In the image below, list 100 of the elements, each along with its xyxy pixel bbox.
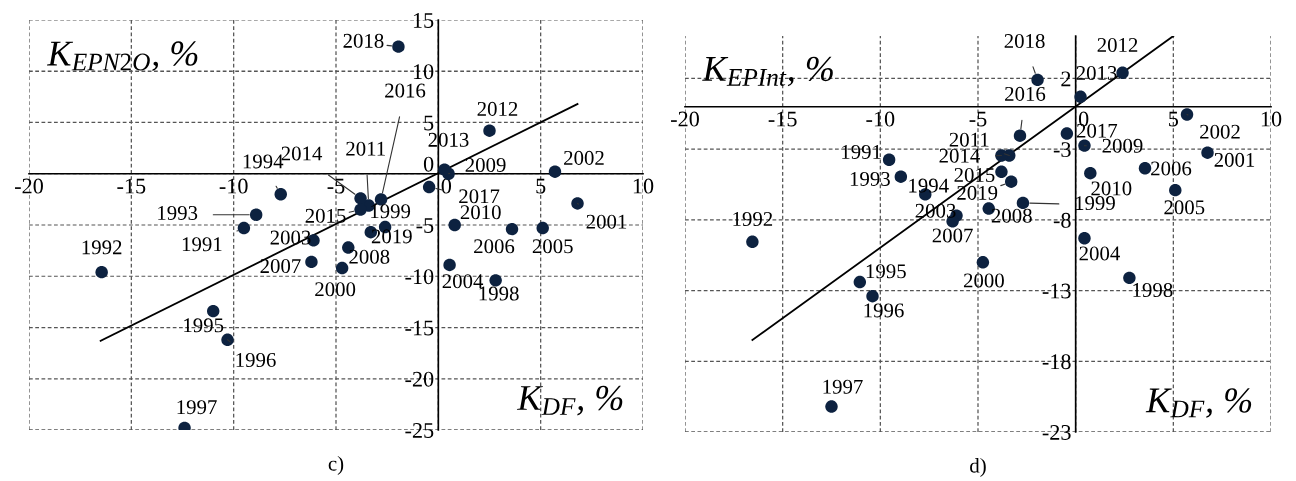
annotation: 1996 <box>236 353 276 368</box>
y-tick-label: -13 <box>1042 283 1071 299</box>
annotation: 1997 <box>823 379 863 394</box>
point <box>483 124 496 137</box>
annotation: 2002 <box>1200 124 1240 139</box>
x-axis-title: K$_{DF}$, % <box>1145 388 1252 418</box>
y-tick-label: 15 <box>413 13 434 28</box>
point <box>1013 129 1027 142</box>
annotation: 1994 <box>909 178 949 193</box>
annotation: 1999 <box>371 204 411 219</box>
annotation: 1991 <box>182 237 222 252</box>
point <box>335 261 349 275</box>
annotation: 2016 <box>1005 86 1046 101</box>
y-axis-title: K$_{EPInt}$, % <box>702 56 833 87</box>
point <box>354 203 367 216</box>
point <box>206 304 220 318</box>
y-axis-title: K$_{EPN2O}$, % <box>47 41 198 71</box>
annotation: 2019 <box>371 229 412 244</box>
point <box>274 188 287 201</box>
point <box>1078 232 1091 245</box>
x-tick-label: 5 <box>536 178 546 194</box>
point <box>448 218 461 232</box>
annotation: 2005 <box>532 239 573 254</box>
annotation: 2011 <box>346 141 385 156</box>
point <box>1201 146 1214 159</box>
y-tick-label: -25 <box>405 422 434 438</box>
point <box>548 165 562 178</box>
annotation: 2000 <box>315 282 356 297</box>
annotation: 1997 <box>177 400 217 415</box>
text: c) <box>328 456 344 475</box>
point <box>995 165 1008 178</box>
annotation: 2008 <box>349 249 390 264</box>
point <box>1031 73 1044 87</box>
x-tick-label: 10 <box>633 178 654 194</box>
y-tick-label: 0 <box>423 156 434 172</box>
annotation: 2004 <box>1079 246 1120 261</box>
annotation: 2002 <box>564 150 604 165</box>
annotation: 2016 <box>385 83 426 98</box>
point <box>354 192 367 205</box>
annotation: 1999 <box>1075 196 1115 211</box>
x-tick-label: -5 <box>969 111 987 127</box>
annotation: 2012 <box>477 101 518 116</box>
annotation: 1998 <box>1133 283 1173 298</box>
y-tick-label: 2 <box>1061 71 1071 87</box>
point <box>1084 166 1097 180</box>
x-tick-label: -20 <box>671 111 699 127</box>
x-tick-label: -5 <box>327 178 345 194</box>
annotation: 1992 <box>82 240 122 255</box>
annotation: 2012 <box>1097 37 1138 52</box>
y-tick-label: -8 <box>1053 212 1071 228</box>
x-tick-label: 0 <box>441 178 452 194</box>
point <box>1078 139 1091 152</box>
point <box>249 208 263 221</box>
annotation: 1993 <box>158 205 198 220</box>
annotation: 1991 <box>842 144 881 159</box>
x-tick-label: -10 <box>219 178 248 194</box>
annotation: 1993 <box>850 171 890 186</box>
point <box>443 258 456 272</box>
annotation: 2005 <box>1164 200 1205 215</box>
point <box>505 222 519 236</box>
y-tick-label: -3 <box>1053 142 1071 158</box>
point <box>882 153 896 166</box>
x-tick-label: -10 <box>866 111 895 127</box>
y-tick-label: -10 <box>405 269 434 285</box>
x-tick-label: 10 <box>1261 111 1282 127</box>
y-tick-label: -20 <box>405 371 434 387</box>
y-tick-label: -5 <box>416 218 434 233</box>
x-tick-label: -20 <box>15 178 43 194</box>
point <box>237 221 251 235</box>
annotation: 2010 <box>1091 181 1132 196</box>
y-tick-label: 10 <box>413 64 434 80</box>
x-tick-label: 5 <box>1169 111 1179 127</box>
annotation: 1995 <box>184 318 224 333</box>
annotation: 2011 <box>949 132 989 147</box>
point <box>1123 271 1136 285</box>
annotation: 2006 <box>1151 161 1192 176</box>
annotation: 2000 <box>963 273 1004 288</box>
annotation: 2014 <box>939 148 980 163</box>
point <box>95 265 108 279</box>
annotation: 1992 <box>733 211 773 226</box>
point <box>894 170 908 183</box>
point <box>1060 127 1074 140</box>
point <box>422 180 436 194</box>
x-axis-title: K$_{DF}$, % <box>516 385 623 416</box>
annotation: 2017 <box>459 189 500 204</box>
point <box>571 197 584 210</box>
point <box>221 333 234 347</box>
point <box>976 256 990 269</box>
point <box>1169 183 1182 197</box>
annotation: 2007 <box>932 228 973 243</box>
annotation: 2003 <box>270 230 311 245</box>
point <box>489 274 502 287</box>
annotation: 2009 <box>1102 138 1143 153</box>
x-tick-label: -15 <box>117 178 146 194</box>
point <box>438 163 451 176</box>
y-tick-label: -15 <box>405 320 434 336</box>
point <box>1180 108 1194 121</box>
point <box>1138 162 1152 175</box>
annotation: 2018 <box>343 33 384 48</box>
point <box>866 290 879 303</box>
